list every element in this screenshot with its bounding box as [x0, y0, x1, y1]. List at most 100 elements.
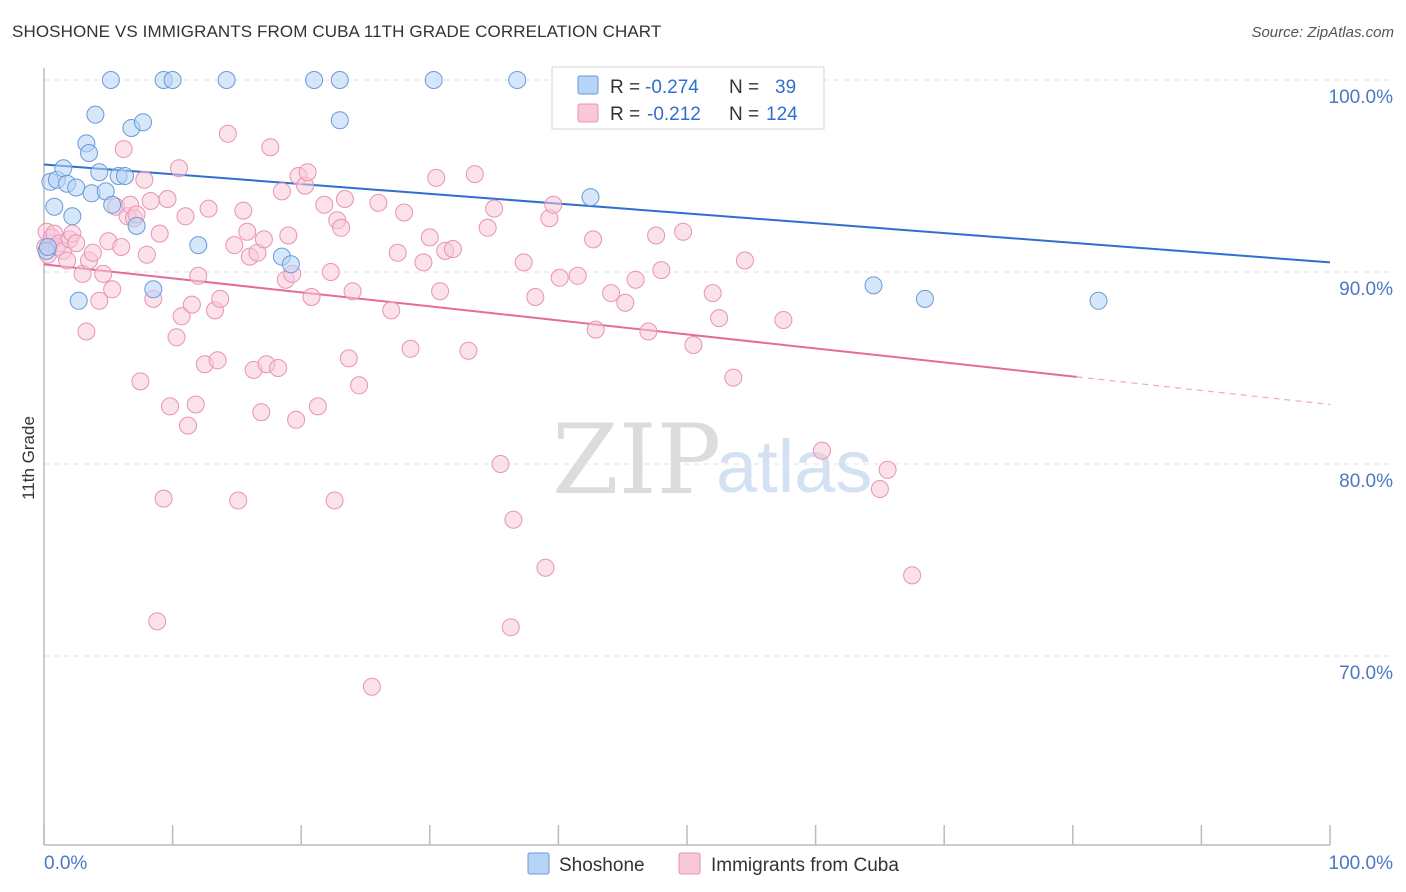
- y-axis-title: 11th Grade: [19, 416, 38, 500]
- point-cuba-109: [584, 230, 603, 249]
- point-shoshone-7: [67, 178, 86, 197]
- point-cuba-107: [550, 268, 569, 287]
- point-shoshone-8: [69, 291, 88, 310]
- y-tick-label-2: 80.0%: [1339, 471, 1393, 492]
- point-cuba-99: [491, 455, 510, 473]
- point-cuba-16: [83, 243, 102, 262]
- legend-swatch-cuba: [678, 852, 701, 875]
- stats-swatch-cuba: [577, 103, 599, 123]
- x-tick-label-max: 100.0%: [1329, 853, 1394, 874]
- point-cuba-76: [325, 491, 344, 510]
- point-shoshone-25: [189, 236, 208, 255]
- point-shoshone-26: [217, 71, 236, 89]
- point-cuba-73: [308, 397, 327, 416]
- point-shoshone-13: [90, 163, 109, 182]
- point-cuba-113: [626, 270, 645, 289]
- stats-n-value-shoshone: 39: [775, 77, 796, 98]
- point-cuba-37: [161, 397, 179, 416]
- point-cuba-41: [176, 207, 195, 226]
- point-cuba-124: [813, 441, 831, 460]
- point-shoshone-38: [38, 238, 57, 256]
- point-shoshone-37: [1089, 291, 1108, 310]
- point-cuba-75: [321, 263, 340, 281]
- point-shoshone-32: [424, 71, 443, 89]
- point-cuba-112: [616, 293, 635, 312]
- point-cuba-87: [395, 203, 414, 222]
- point-cuba-114: [639, 322, 658, 341]
- legend-swatch-shoshone: [527, 852, 550, 875]
- point-cuba-20: [103, 280, 122, 299]
- point-cuba-49: [208, 351, 227, 370]
- point-cuba-47: [199, 199, 218, 218]
- point-cuba-14: [77, 322, 96, 341]
- legend-label-shoshone: Shoshone: [559, 855, 645, 876]
- point-cuba-39: [170, 159, 188, 178]
- point-cuba-94: [443, 240, 462, 258]
- point-cuba-59: [252, 403, 271, 422]
- point-cuba-23: [114, 140, 133, 159]
- point-shoshone-30: [330, 71, 349, 89]
- point-cuba-74: [315, 195, 334, 214]
- point-shoshone-29: [305, 71, 324, 89]
- point-cuba-120: [710, 309, 729, 328]
- point-cuba-126: [878, 460, 897, 479]
- point-cuba-52: [225, 236, 244, 255]
- point-cuba-95: [459, 341, 478, 360]
- point-cuba-50: [211, 289, 230, 308]
- point-cuba-71: [298, 163, 317, 182]
- point-shoshone-34: [581, 188, 600, 207]
- point-shoshone-21: [134, 113, 152, 132]
- point-cuba-60: [254, 230, 273, 249]
- point-cuba-101: [504, 510, 523, 529]
- point-cuba-82: [350, 376, 369, 395]
- axes: [43, 68, 1331, 846]
- point-shoshone-31: [330, 111, 349, 130]
- point-shoshone-15: [101, 71, 120, 89]
- point-shoshone-28: [281, 255, 300, 274]
- point-cuba-100: [501, 618, 520, 637]
- y-tick-label-0: 100.0%: [1329, 87, 1394, 108]
- point-cuba-97: [478, 218, 497, 237]
- trend-line-cuba-extrapolated: [1076, 376, 1331, 406]
- chart-title: SHOSHONE VS IMMIGRANTS FROM CUBA 11TH GR…: [12, 22, 662, 41]
- point-cuba-44: [186, 395, 205, 414]
- point-shoshone-6: [63, 207, 82, 226]
- point-shoshone-10: [80, 144, 98, 162]
- stats-r-value-cuba: -0.212: [647, 104, 701, 125]
- point-cuba-102: [514, 253, 533, 272]
- point-cuba-118: [684, 336, 703, 354]
- watermark-atlas: atlas: [716, 425, 872, 508]
- point-shoshone-20: [127, 216, 146, 235]
- point-cuba-106: [544, 195, 563, 214]
- point-cuba-43: [182, 295, 201, 314]
- trend-lines: [43, 163, 1331, 406]
- stats-n-label-shoshone: N =: [729, 77, 759, 98]
- stats-r-label-cuba: R =: [610, 104, 640, 125]
- point-cuba-89: [414, 253, 433, 272]
- point-cuba-51: [218, 124, 237, 143]
- point-cuba-12: [67, 234, 86, 253]
- point-shoshone-2: [45, 197, 64, 216]
- point-cuba-80: [339, 349, 358, 368]
- point-cuba-115: [647, 226, 666, 245]
- series-legend: Shoshone Immigrants from Cuba: [527, 852, 899, 876]
- stats-legend: R = -0.274 N = 39 R = -0.212 N = 124: [551, 66, 825, 130]
- trend-line-shoshone: [43, 163, 1331, 264]
- point-cuba-123: [774, 311, 793, 329]
- point-cuba-81: [343, 282, 362, 301]
- trend-line-cuba: [43, 263, 1077, 378]
- point-cuba-79: [335, 190, 354, 208]
- point-cuba-88: [401, 339, 420, 358]
- point-cuba-64: [272, 182, 291, 201]
- point-cuba-85: [382, 301, 401, 320]
- stats-n-label-cuba: N =: [729, 104, 759, 125]
- point-cuba-110: [586, 320, 605, 339]
- point-cuba-108: [568, 266, 587, 285]
- point-cuba-38: [167, 328, 186, 347]
- point-shoshone-16: [103, 195, 122, 214]
- watermark-zip: ZIP: [552, 404, 721, 516]
- point-cuba-86: [388, 243, 407, 262]
- point-cuba-127: [903, 566, 922, 585]
- point-cuba-83: [362, 677, 381, 696]
- stats-r-label-shoshone: R =: [610, 77, 640, 98]
